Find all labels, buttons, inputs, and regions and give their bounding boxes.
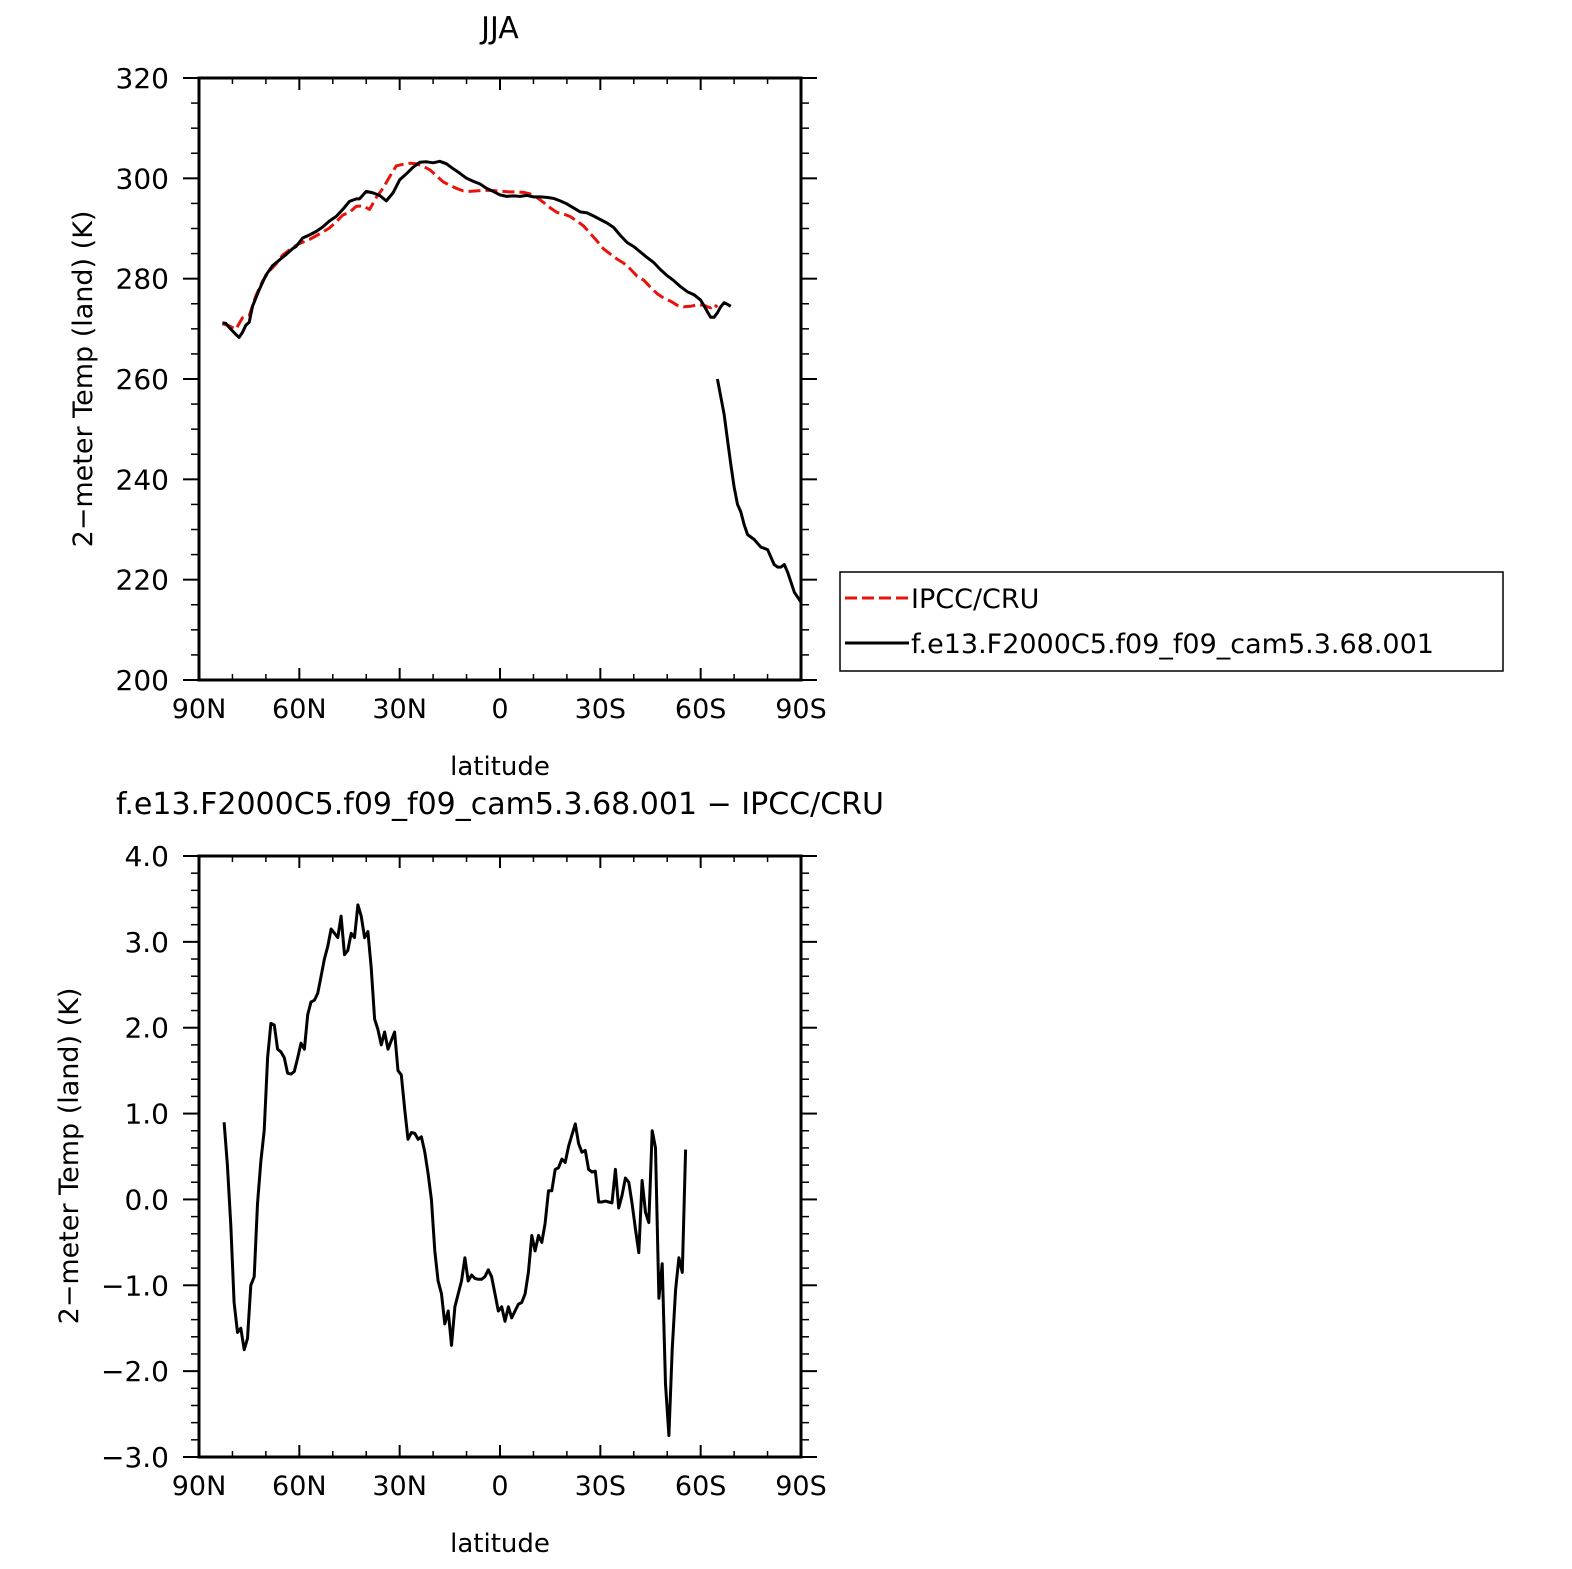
top-y-tick-label: 260 [116,363,169,396]
bottom-y-tick-label: 1.0 [124,1098,169,1131]
top-y-tick-label: 220 [116,564,169,597]
top-plot-lines [221,159,803,604]
bottom-y-tick-label: 4.0 [124,840,169,873]
bottom-x-tick-label: 60S [675,1471,727,1502]
bottom-series-0-line-segment-0 [222,903,688,1437]
legend-box [839,571,1504,672]
top-x-ticks: 90N 60N 30N 0 30S 60S 90S [172,78,827,725]
legend-label-ipcc-cru: IPCC/CRU [911,584,1039,615]
top-chart-title: JJA [479,11,519,46]
legend: IPCC/CRU f.e13.F2000C5.f09_f09_cam5.3.68… [839,571,1504,672]
top-x-tick-label: 60N [272,694,327,725]
bottom-x-axis-label: latitude [450,1529,550,1559]
top-y-tick-label: 280 [116,263,169,296]
legend-label-model: f.e13.F2000C5.f09_f09_cam5.3.68.001 [911,629,1434,660]
bottom-x-tick-label: 0 [491,1471,508,1502]
bottom-y-tick-label: 2.0 [124,1012,169,1045]
difference-panel: f.e13.F2000C5.f09_f09_cam5.3.68.001 − IP… [54,787,884,1559]
bottom-x-tick-label: 60N [272,1471,327,1502]
bottom-y-tick-label: 3.0 [124,926,169,959]
bottom-chart-title: f.e13.F2000C5.f09_f09_cam5.3.68.001 − IP… [116,787,884,822]
top-series-1-line-segment-1 [715,378,803,604]
top-x-tick-label: 0 [491,694,508,725]
bottom-plot-frame [197,854,803,1459]
bottom-y-tick-label: −1.0 [101,1269,169,1302]
top-y-tick-label: 320 [116,62,169,95]
bottom-y-tick-label: 0.0 [124,1183,169,1216]
bottom-x-tick-label: 90N [172,1471,227,1502]
top-series-0-line-segment-0 [221,161,719,331]
top-y-axis-label: 2−meter Temp (land) (K) [68,211,99,548]
bottom-x-ticks: 90N 60N 30N 0 30S 60S 90S [172,856,827,1502]
top-x-tick-label: 30N [372,694,427,725]
temperature-panel: JJA 2−meter Temp (land) (K) latitude 90N… [68,11,827,782]
bottom-y-axis-label: 2−meter Temp (land) (K) [54,988,85,1325]
top-series-1-line-segment-0 [222,159,732,339]
bottom-plot-lines [222,903,688,1437]
top-x-tick-label: 90S [775,694,827,725]
top-y-tick-label: 200 [116,664,169,697]
bottom-x-tick-label: 30N [372,1471,427,1502]
top-plot-frame [197,76,803,682]
bottom-y-tick-label: −3.0 [101,1441,169,1474]
top-y-ticks: 200 220 240 260 280 300 320 [116,62,817,697]
bottom-y-ticks: −3.0 −2.0 −1.0 0.0 1.0 2.0 3.0 4.0 [101,840,817,1474]
bottom-x-tick-label: 90S [775,1471,827,1502]
top-x-tick-label: 90N [172,694,227,725]
top-y-tick-label: 300 [116,162,169,195]
bottom-y-tick-label: −2.0 [101,1355,169,1388]
bottom-x-tick-label: 30S [575,1471,627,1502]
top-x-tick-label: 30S [575,694,627,725]
top-y-tick-label: 240 [116,463,169,496]
top-x-tick-label: 60S [675,694,727,725]
top-x-axis-label: latitude [450,752,550,782]
